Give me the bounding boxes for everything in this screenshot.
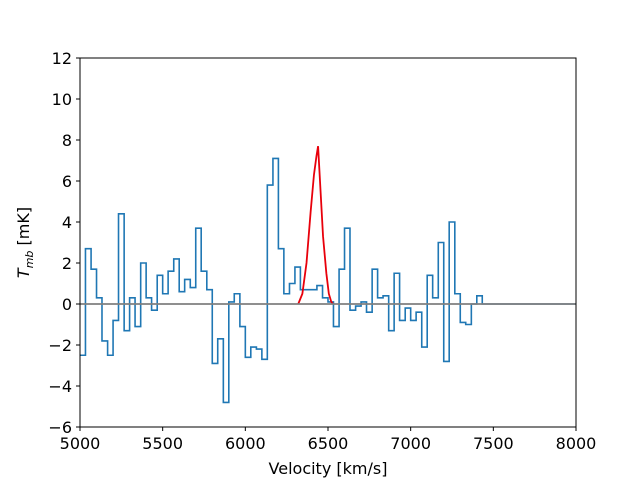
x-tick-label: 7000	[390, 434, 431, 453]
y-tick-label: −2	[48, 336, 72, 355]
y-tick-label: −6	[48, 418, 72, 437]
x-axis-label: Velocity [km/s]	[269, 459, 388, 478]
y-tick-label: 8	[62, 131, 72, 150]
y-tick-label: −4	[48, 377, 72, 396]
y-tick-label: 2	[62, 254, 72, 273]
y-tick-label: 4	[62, 213, 72, 232]
y-axis-label-main: T	[14, 267, 33, 278]
plot-marks	[80, 146, 576, 404]
y-tick-label: 6	[62, 172, 72, 191]
x-tick-label: 7500	[473, 434, 514, 453]
y-tick-label: 0	[62, 295, 72, 314]
x-tick-label: 5500	[142, 434, 183, 453]
x-tick-label: 8000	[556, 434, 597, 453]
x-tick-label: 5000	[60, 434, 101, 453]
y-tick-label: 12	[52, 49, 72, 68]
axis-ticks: 5000 5500 6000 6500 7000 7500 8000 −6 −4 −2 0 2 4 6 8 1…	[48, 49, 596, 453]
plot-frame	[79, 57, 577, 428]
x-tick-label: 6500	[308, 434, 349, 453]
gaussian-fit-line	[297, 146, 334, 305]
y-axis-label-sub: mb	[23, 251, 36, 269]
y-axis-label-unit: [mK]	[14, 207, 33, 251]
y-tick-label: 10	[52, 90, 72, 109]
x-tick-label: 6000	[225, 434, 266, 453]
y-axis-label: Tmb [mK]	[14, 207, 36, 278]
